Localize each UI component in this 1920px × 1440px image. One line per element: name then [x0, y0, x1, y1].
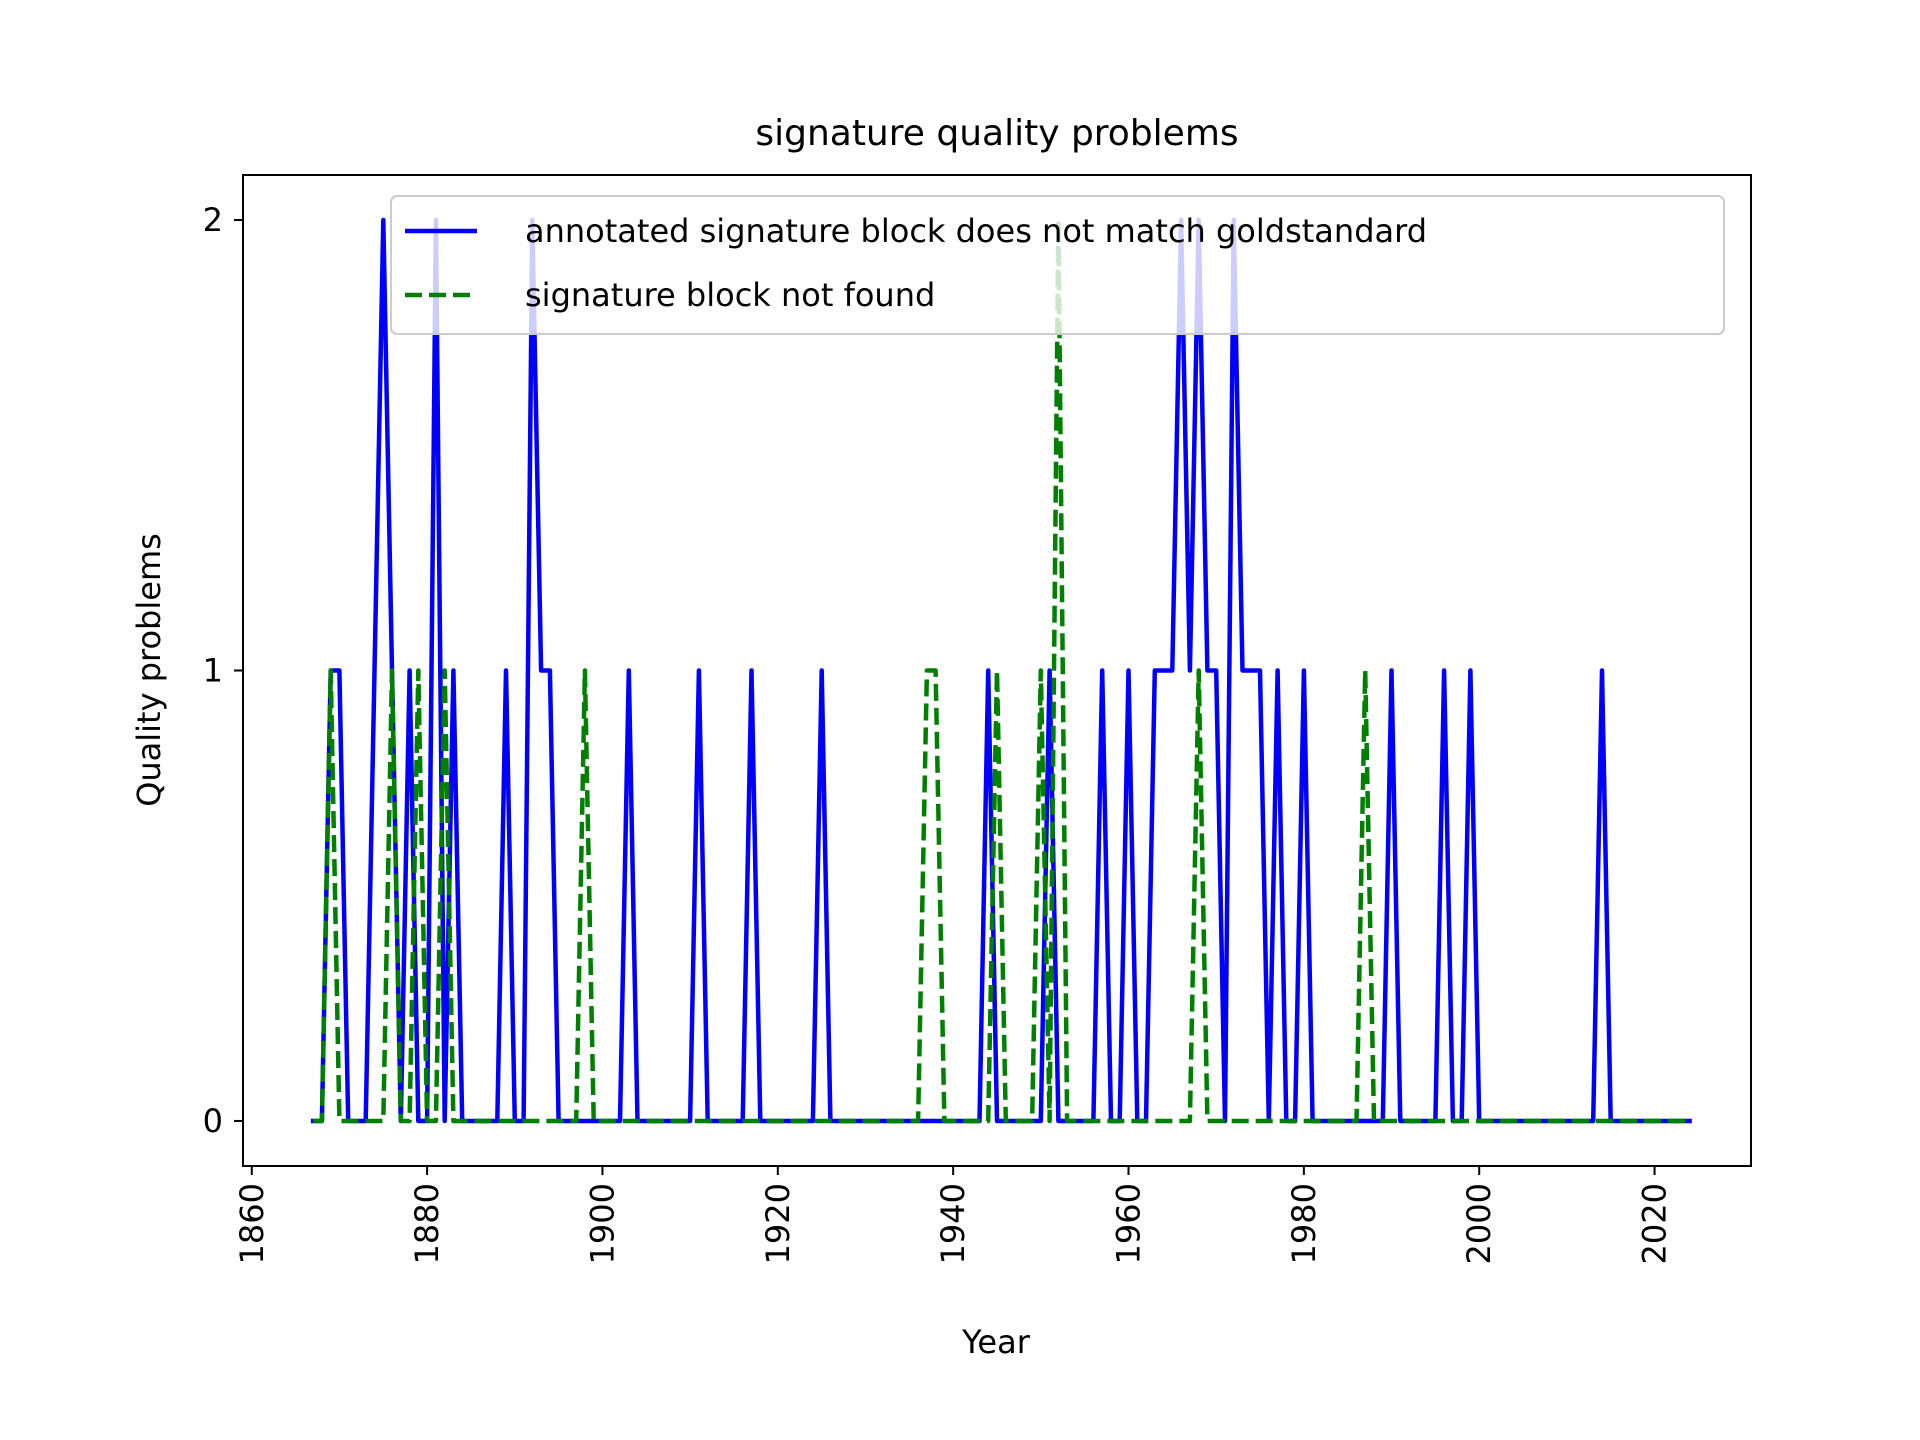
x-tick-label: 1860 — [233, 1183, 271, 1264]
x-tick-label: 2020 — [1636, 1183, 1674, 1264]
x-axis-label: Year — [961, 1323, 1031, 1361]
x-tick-label: 1940 — [934, 1183, 972, 1264]
y-tick-label: 0 — [203, 1102, 223, 1140]
x-tick-label: 1880 — [408, 1183, 446, 1264]
x-tick-label: 1980 — [1285, 1183, 1323, 1264]
x-tick-label: 2000 — [1460, 1183, 1498, 1264]
x-tick-label: 1900 — [583, 1183, 621, 1264]
y-axis-label: Quality problems — [130, 533, 168, 807]
chart-title: signature quality problems — [755, 113, 1238, 154]
legend-label-2: signature block not found — [525, 276, 935, 314]
x-tick-label: 1920 — [759, 1183, 797, 1264]
legend-box — [390, 195, 1725, 335]
axis-ticks: 1860 1880 1900 1920 1940 1960 1980 2000 2020 0 1 2 — [203, 201, 1674, 1264]
legend-label-1: annotated signature block does not match… — [525, 212, 1427, 250]
x-tick-label: 1960 — [1110, 1183, 1148, 1264]
y-tick-label: 1 — [203, 652, 223, 690]
series-line-2 — [313, 217, 1690, 1124]
legend: annotated signature block does not match… — [390, 195, 1725, 335]
y-tick-label: 2 — [203, 201, 223, 239]
